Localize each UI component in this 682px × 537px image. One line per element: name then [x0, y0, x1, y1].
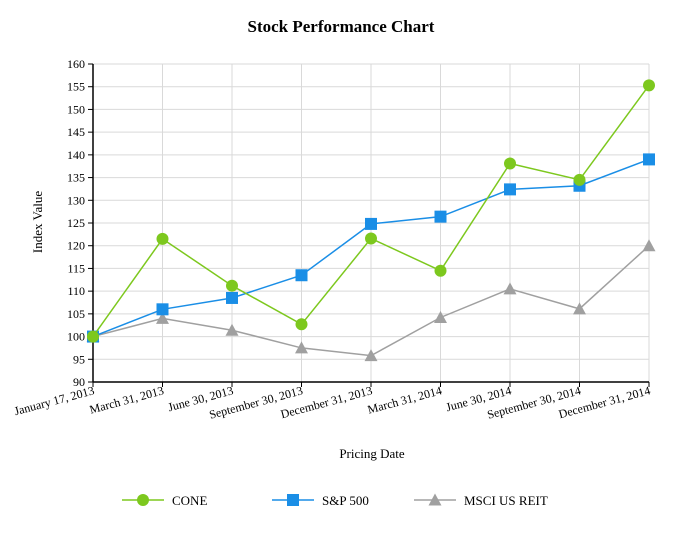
legend: CONE S&P 500 MSCI US REIT — [122, 493, 548, 508]
x-tick-label-5: March 31, 2014 — [366, 383, 443, 416]
y-tick-labels: 90 95 100 105 110 115 120 125 130 135 140 145 150 155… — [67, 57, 93, 389]
legend-marker-s-p-500 — [287, 494, 299, 506]
data-point-msci-us-reit-4 — [364, 349, 378, 362]
y-tick-label-4: 110 — [67, 284, 85, 298]
data-point-msci-us-reit-5 — [434, 310, 447, 323]
y-tick-label-13: 155 — [67, 80, 85, 94]
data-point-msci-us-reit-6 — [503, 282, 517, 295]
data-point-msci-us-reit-7 — [573, 302, 586, 315]
y-tick-label-12: 150 — [67, 102, 85, 116]
y-tick-label-3: 105 — [67, 307, 85, 321]
y-tick-label-14: 160 — [67, 57, 85, 71]
y-axis-label: Index Value — [30, 191, 45, 253]
data-point-s-p-500-8 — [643, 153, 655, 166]
data-point-msci-us-reit-2 — [225, 323, 239, 336]
data-point-cone-0 — [87, 330, 99, 343]
y-tick-label-0: 90 — [73, 375, 85, 389]
data-point-s-p-500-5 — [434, 210, 447, 223]
data-point-s-p-500-2 — [226, 291, 238, 304]
data-point-msci-us-reit-1 — [156, 311, 169, 324]
x-axis-label: Pricing Date — [339, 446, 405, 461]
data-point-cone-3 — [295, 318, 308, 331]
data-point-cone-2 — [226, 279, 238, 292]
data-point-s-p-500-1 — [156, 303, 169, 316]
data-point-cone-1 — [156, 232, 169, 245]
data-point-s-p-500-6 — [504, 183, 516, 196]
chart-title: Stock Performance Chart — [248, 17, 435, 36]
y-tick-label-10: 140 — [67, 148, 85, 162]
y-tick-label-7: 125 — [67, 216, 85, 230]
y-tick-label-6: 120 — [67, 239, 85, 253]
x-tick-label-1: March 31, 2013 — [88, 383, 165, 416]
data-point-s-p-500-4 — [365, 217, 377, 230]
y-tick-label-11: 145 — [67, 125, 85, 139]
data-point-msci-us-reit-8 — [642, 239, 656, 252]
data-point-cone-6 — [504, 157, 516, 170]
legend-marker-msci-us-reit — [428, 493, 442, 506]
data-point-s-p-500-3 — [295, 269, 308, 282]
y-tick-label-8: 130 — [67, 193, 85, 207]
series-lines — [86, 79, 656, 362]
data-point-cone-5 — [434, 264, 447, 277]
data-point-cone-7 — [573, 173, 586, 186]
data-point-cone-8 — [643, 79, 655, 92]
legend-label-cone: CONE — [172, 493, 207, 508]
legend-marker-cone — [137, 494, 149, 506]
legend-label-msci-us-reit: MSCI US REIT — [464, 493, 548, 508]
x-tick-label-0: January 17, 2013 — [13, 383, 96, 418]
data-point-msci-us-reit-3 — [295, 341, 308, 354]
data-point-cone-4 — [365, 232, 377, 245]
y-tick-label-2: 100 — [67, 330, 85, 344]
y-tick-label-9: 135 — [67, 171, 85, 185]
y-tick-label-5: 115 — [67, 261, 85, 275]
legend-label-s-p-500: S&P 500 — [322, 493, 369, 508]
y-tick-label-1: 95 — [73, 352, 85, 366]
